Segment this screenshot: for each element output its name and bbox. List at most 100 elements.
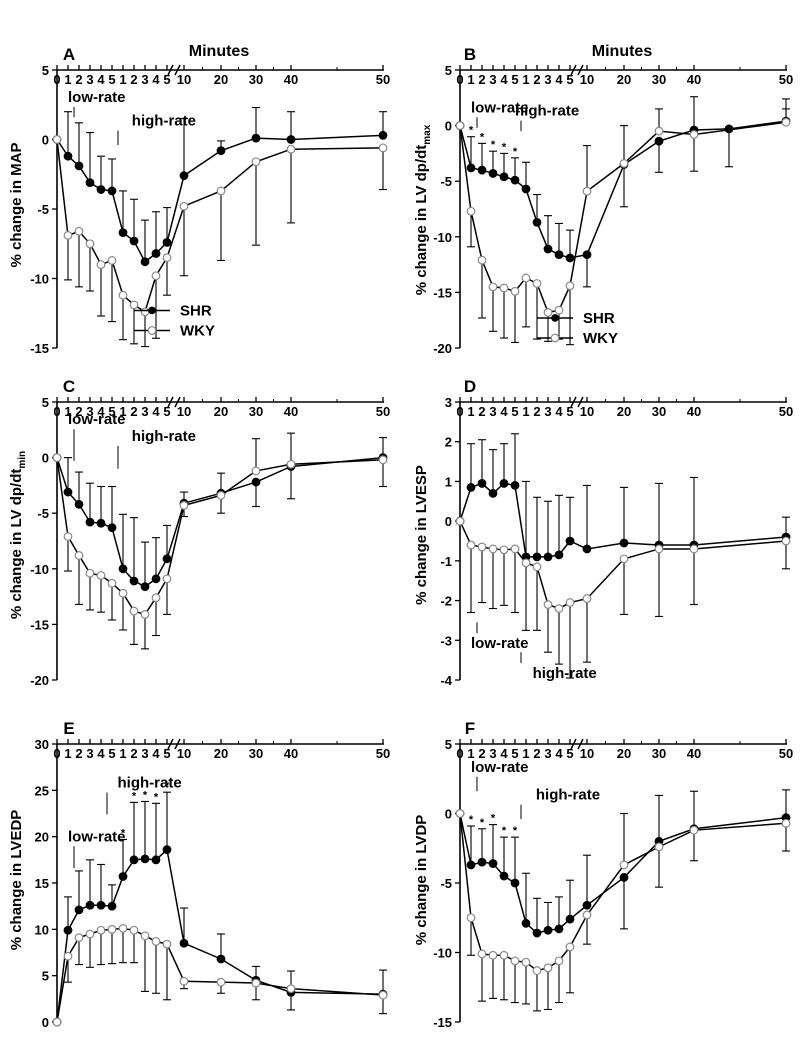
wky-point <box>510 956 520 966</box>
wky-point <box>466 540 476 550</box>
wky-point <box>96 571 106 580</box>
wky-point <box>151 593 161 603</box>
y-tick-label: -15 <box>30 341 49 356</box>
x-tick-label: 3 <box>86 404 93 419</box>
y-tick-label: 0 <box>445 119 452 134</box>
wky-point <box>521 957 531 967</box>
wky-point <box>488 950 498 960</box>
shr-point <box>510 878 520 888</box>
x-tick-label: 10 <box>580 404 594 419</box>
shr-point <box>107 186 117 196</box>
legend-label-shr: SHR <box>583 310 615 327</box>
axis-break-mark <box>167 738 174 750</box>
x-tick-label: 2 <box>75 746 82 761</box>
wky-point <box>378 990 388 1000</box>
x-tick-label: 5 <box>108 72 115 87</box>
y-axis-label-subscript: min <box>17 451 28 469</box>
x-tick-label: 1 <box>64 404 71 419</box>
wky-point <box>140 307 150 317</box>
wky-point <box>532 279 542 288</box>
shr-point <box>216 146 226 156</box>
x-tick-label: 30 <box>652 72 666 87</box>
y-tick-label: -20 <box>30 673 49 688</box>
wky-point <box>107 924 117 934</box>
y-tick-label: 0 <box>42 451 49 466</box>
shr-point <box>140 257 150 267</box>
x-tick-label: 4 <box>500 404 508 419</box>
wky-point <box>85 239 95 249</box>
wky-point <box>554 305 564 315</box>
x-tick-label: 4 <box>97 72 105 87</box>
shr-point <box>619 538 629 548</box>
annotation-low-rate: low-rate <box>471 635 529 652</box>
x-tick-label: 1 <box>64 746 71 761</box>
wky-point <box>466 206 476 216</box>
wky-point <box>251 978 261 988</box>
wky-point <box>63 532 73 541</box>
wky-point <box>162 253 172 263</box>
x-tick-label: 2 <box>75 404 82 419</box>
shr-point <box>129 236 139 246</box>
y-tick-label: -4 <box>440 673 452 688</box>
panel-letter: A <box>63 45 75 64</box>
wky-point <box>654 126 664 136</box>
shr-point <box>179 171 189 181</box>
significance-star: * <box>165 780 170 792</box>
x-tick-label: 20 <box>617 404 631 419</box>
wky-point <box>619 159 629 168</box>
wky-point <box>499 283 509 293</box>
shr-point <box>554 250 564 259</box>
x-tick-label: 3 <box>544 404 551 419</box>
shr-point <box>582 544 592 554</box>
y-axis-label-main: % change in LVEDP <box>8 810 25 951</box>
y-tick-label: 25 <box>35 783 49 798</box>
x-tick-label: 5 <box>566 72 573 87</box>
axis-break-mark <box>577 396 584 408</box>
x-tick-label: 50 <box>779 746 793 761</box>
shr-point <box>251 477 261 487</box>
y-axis-label-main: % change in LV dp/dt <box>413 145 430 296</box>
x-tick-label: 3 <box>489 746 496 761</box>
wky-point <box>689 130 699 139</box>
x-tick-label: 20 <box>617 746 631 761</box>
shr-point <box>118 564 128 574</box>
annotation-high-rate: high-rate <box>536 787 600 804</box>
shr-point <box>179 938 189 948</box>
legend-marker-shr <box>551 314 559 322</box>
shr-point <box>477 479 487 488</box>
annotation-high-rate: high-rate <box>132 113 196 130</box>
wky-point <box>488 282 498 292</box>
shr-point <box>466 163 476 173</box>
x-tick-label: 5 <box>511 746 518 761</box>
wky-point <box>52 453 62 463</box>
x-tick-label: 4 <box>555 72 563 87</box>
x-tick-label: 3 <box>141 404 148 419</box>
wky-point <box>510 286 520 296</box>
shr-point <box>162 845 172 855</box>
x-tick-label: 3 <box>544 72 551 87</box>
y-tick-label: 3 <box>445 395 452 410</box>
y-axis-label: % change in LVESP <box>413 465 430 605</box>
y-tick-label: -2 <box>440 594 452 609</box>
wky-point <box>140 609 150 619</box>
shr-point <box>151 574 161 584</box>
x-tick-label: 4 <box>555 404 563 419</box>
legend-label-wky: WKY <box>180 322 215 339</box>
shr-point <box>118 228 128 238</box>
x-tick-label: 4 <box>500 746 508 761</box>
y-tick-label: -5 <box>440 174 452 189</box>
shr-point <box>554 550 564 560</box>
y-axis-label-subscript: max <box>422 124 433 144</box>
wky-point <box>565 942 575 952</box>
x-tick-label: 5 <box>163 404 170 419</box>
y-tick-label: -10 <box>30 562 49 577</box>
y-tick-label: -10 <box>433 946 452 961</box>
significance-star: * <box>502 141 507 153</box>
minutes-label: Minutes <box>189 43 250 60</box>
shr-point <box>85 900 95 910</box>
shr-point <box>521 184 531 194</box>
wky-point <box>96 925 106 935</box>
wky-point <box>477 949 487 959</box>
